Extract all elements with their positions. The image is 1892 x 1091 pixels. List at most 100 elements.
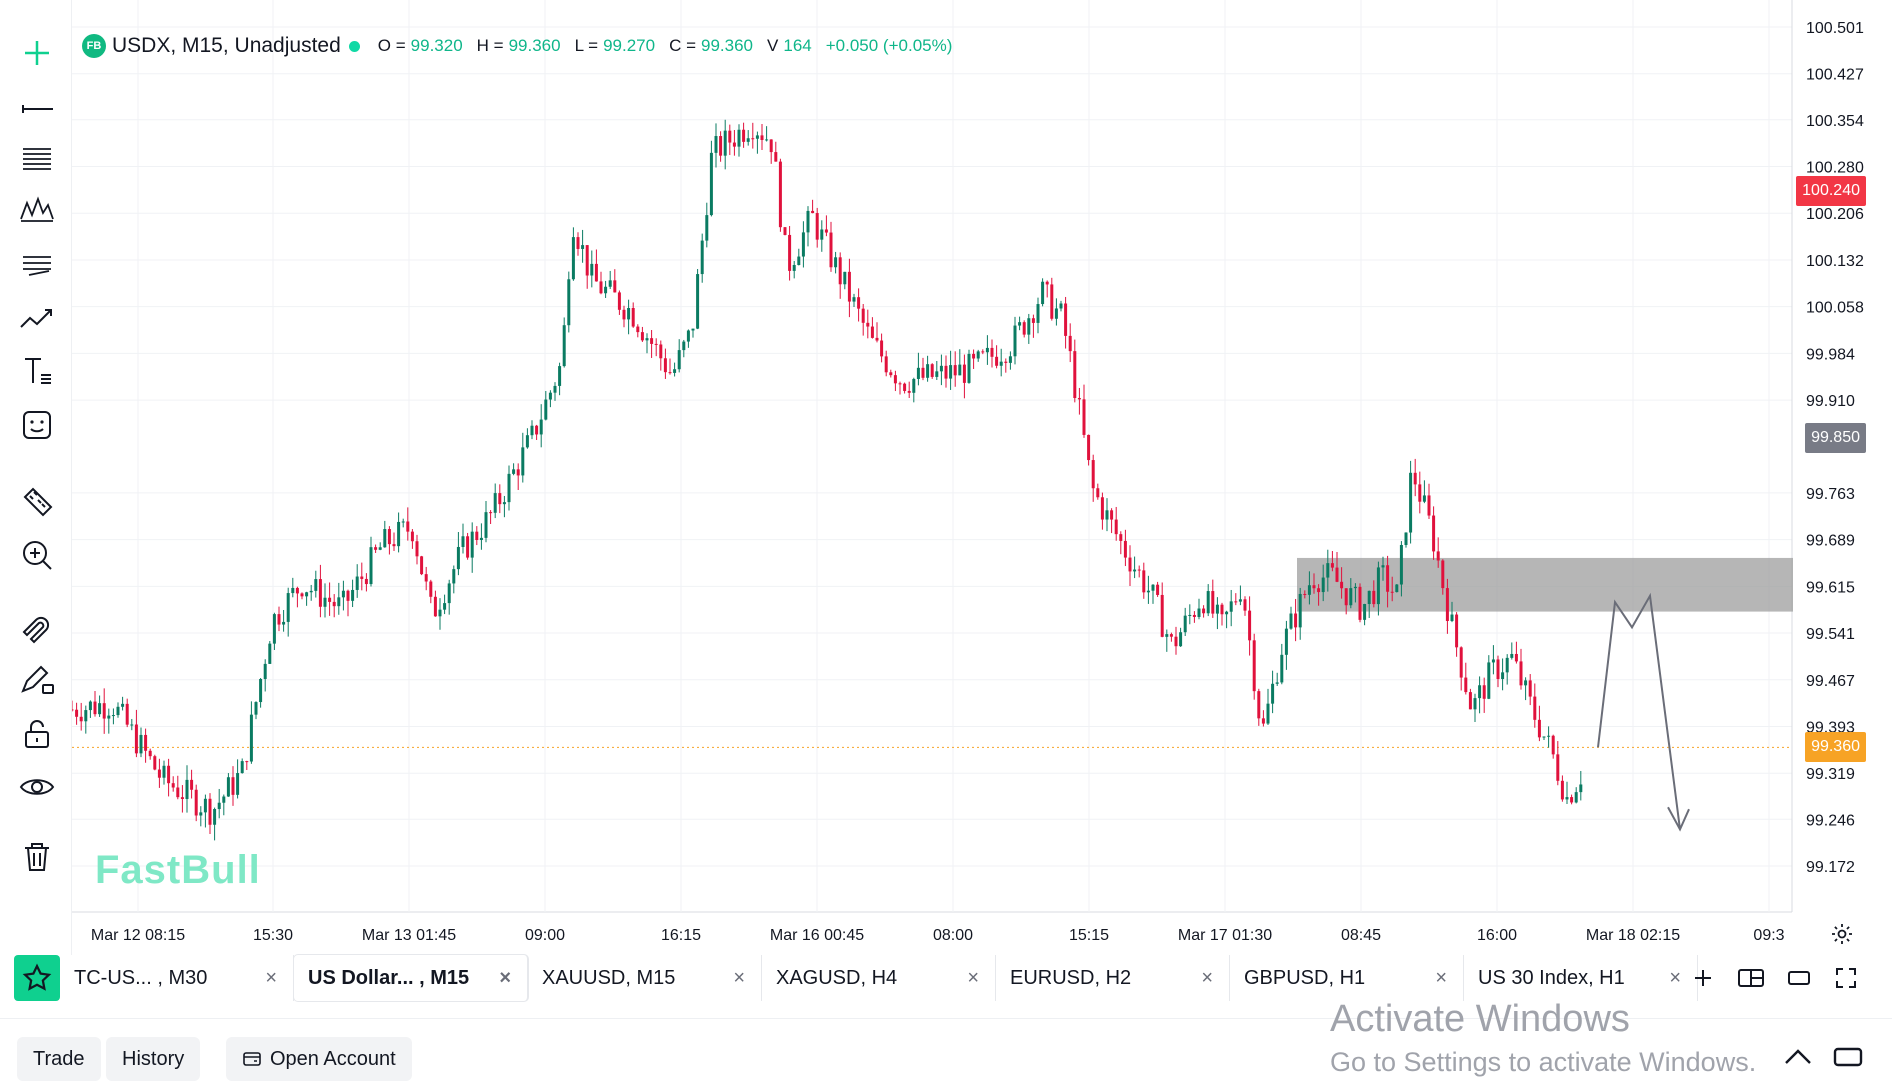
trade-button[interactable]: Trade [17, 1037, 101, 1081]
candle-body [1289, 613, 1293, 629]
candle-body [433, 596, 437, 617]
open-account-button[interactable]: Open Account [226, 1037, 412, 1081]
candle-body [254, 702, 258, 715]
layout-button[interactable] [1731, 955, 1771, 1001]
candle-body [1073, 351, 1077, 399]
candle-body [121, 703, 125, 707]
pattern-tool[interactable] [12, 186, 62, 232]
candle-body [443, 603, 447, 610]
candle-body [944, 365, 948, 379]
emoji-tool[interactable] [12, 402, 62, 448]
candle-body [107, 715, 111, 719]
close-icon[interactable]: × [1669, 966, 1681, 989]
tab-1[interactable]: US Dollar... , M15 × [294, 955, 528, 1001]
candle-body [479, 537, 483, 540]
candle-body [148, 750, 152, 757]
activate-subtitle: Go to Settings to activate Windows. [1330, 1047, 1757, 1077]
candle-body [1284, 628, 1288, 655]
candle-body [1317, 588, 1321, 593]
candle-body [1119, 534, 1123, 541]
candle-body [774, 152, 778, 162]
candle-body [1487, 662, 1491, 699]
text-tool[interactable] [12, 348, 62, 394]
chart-canvas[interactable]: 100.501 100.427 100.354 100.280 100.206 100.1… [72, 0, 1892, 960]
candle-body [1027, 318, 1031, 335]
candle-body [1432, 515, 1436, 552]
drawing-mode-tool[interactable] [12, 656, 62, 702]
candle-body [1174, 636, 1178, 647]
tab-4[interactable]: EURUSD, H2 × [996, 955, 1230, 1001]
candle-body [1353, 586, 1357, 589]
tab-2[interactable]: XAUUSD, M15 × [528, 955, 762, 1001]
close-icon[interactable]: × [1435, 966, 1447, 989]
window-button[interactable] [1779, 955, 1819, 1001]
price-axis-label: 99.763 [1806, 486, 1855, 503]
crosshair-tool[interactable] [12, 30, 62, 76]
trend-line-tool[interactable] [12, 82, 62, 128]
tab-3[interactable]: XAGUSD, H4 × [762, 955, 996, 1001]
candle-body [1528, 680, 1532, 697]
candle-body [1542, 736, 1546, 738]
tab-6[interactable]: US 30 Index, H1 × [1464, 955, 1698, 1001]
close-icon[interactable]: × [499, 966, 511, 989]
candle-body [1229, 601, 1233, 612]
tab-label: US Dollar... , M15 [308, 966, 470, 989]
panel-toggle-icon[interactable] [1832, 1045, 1864, 1069]
tab-0[interactable]: TC-US... , M30 × [60, 955, 294, 1001]
candle-body [1110, 510, 1114, 520]
candle-body [277, 614, 281, 625]
forecast-tool[interactable] [12, 294, 62, 340]
candle-body [507, 473, 511, 503]
candle-body [1087, 434, 1091, 461]
candle-body [806, 210, 810, 233]
candle-body [162, 765, 166, 778]
close-icon[interactable]: × [1201, 966, 1213, 989]
time-axis-label: Mar 18 02:15 [1586, 927, 1680, 944]
candle-body [1478, 685, 1482, 699]
add-tab-button[interactable] [1683, 955, 1723, 1001]
candle-body [535, 425, 539, 435]
close-icon[interactable]: × [967, 966, 979, 989]
fullscreen-button[interactable] [1826, 955, 1866, 1001]
close-icon[interactable]: × [733, 966, 745, 989]
measure-tool[interactable] [12, 478, 62, 524]
projection-path [1597, 592, 1681, 830]
lock-tool[interactable] [12, 710, 62, 756]
candle-body [843, 271, 847, 285]
magnet-tool[interactable] [12, 602, 62, 648]
history-button[interactable]: History [106, 1037, 201, 1081]
close-icon[interactable]: × [265, 966, 277, 989]
candle-body [742, 129, 746, 142]
candle-body [866, 322, 870, 327]
zoom-tool[interactable] [12, 532, 62, 578]
tab-label: XAGUSD, H4 [776, 966, 898, 989]
candle-body [962, 364, 966, 383]
candle-body [801, 232, 805, 257]
projection-arrowhead [1667, 806, 1690, 832]
crosshair-price-tag: 99.850 [1805, 423, 1866, 453]
price-chart[interactable]: 100.501 100.427 100.354 100.280 100.206 100.1… [72, 0, 1892, 960]
price-axis-label: 99.984 [1806, 346, 1855, 363]
candle-body [387, 529, 391, 545]
candle-body [1064, 303, 1068, 336]
drawing-toolbar [0, 0, 72, 960]
candle-body [1349, 588, 1353, 606]
gann-tool[interactable] [12, 240, 62, 286]
tab-5[interactable]: GBPUSD, H1 × [1230, 955, 1464, 1001]
favorites-button[interactable] [14, 955, 60, 1001]
visibility-tool[interactable] [12, 764, 62, 810]
delete-tool[interactable] [12, 834, 62, 880]
candle-body [351, 589, 355, 601]
candle-body [502, 502, 506, 505]
chevron-up-icon[interactable] [1782, 1045, 1814, 1069]
candle-body [378, 547, 382, 550]
gann-icon [23, 256, 51, 276]
candle-body [1464, 677, 1468, 693]
symbol-title[interactable]: USDX, M15, Unadjusted [112, 34, 341, 57]
gear-icon[interactable] [1830, 922, 1854, 946]
candle-body [1243, 599, 1247, 611]
candle-body [608, 280, 612, 287]
candle-body [1197, 608, 1201, 617]
symbol-tabbar: TC-US... , M30 × US Dollar... , M15 × XAUUSD… [0, 955, 1892, 1011]
fib-tool[interactable] [12, 134, 62, 180]
